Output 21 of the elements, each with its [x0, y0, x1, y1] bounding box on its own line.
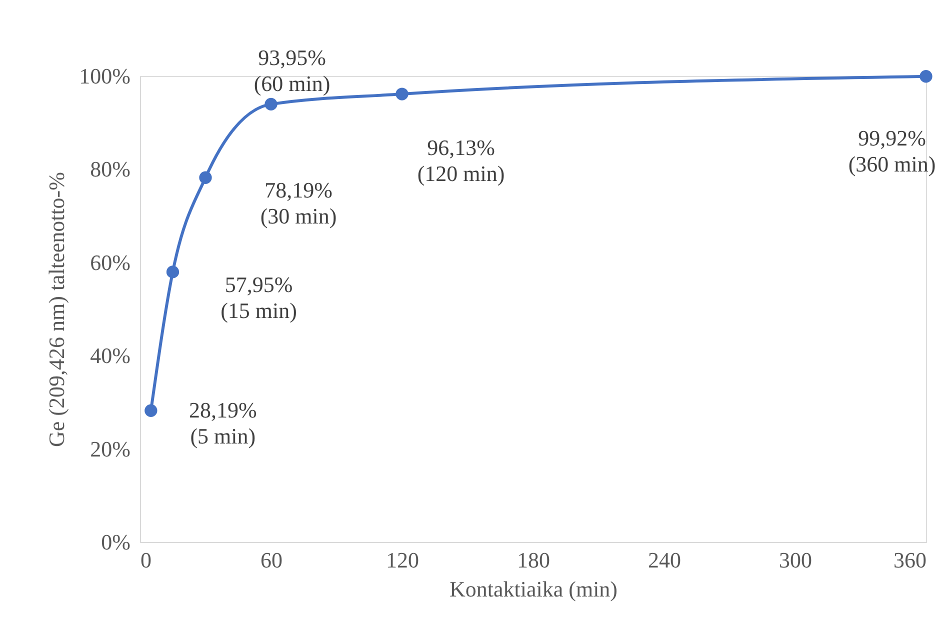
annotation: 78,19% (30 min)	[260, 178, 337, 229]
y-tick-label: 60%	[90, 250, 130, 275]
x-axis-title: Kontaktiaika (min)	[449, 576, 618, 602]
annotation: 28,19% (5 min)	[189, 398, 257, 449]
annotation: 93,95% (60 min)	[254, 45, 330, 96]
y-tick-label: 40%	[90, 343, 130, 368]
y-tick-label: 20%	[90, 436, 130, 462]
annotation: 99,92% (360 min)	[848, 125, 936, 176]
y-tick-label: 80%	[90, 156, 130, 182]
x-tick-label: 300	[779, 548, 812, 572]
y-axis-title: Ge (209,426 nm) talteenotto-%	[44, 172, 70, 447]
x-tick-label: 360	[894, 548, 926, 572]
annotation: 96,13% (120 min)	[417, 135, 505, 186]
x-tick-label: 180	[517, 548, 550, 572]
annotation: 57,95% (15 min)	[220, 272, 297, 323]
x-tick-label: 240	[648, 548, 681, 572]
x-tick-label: 0	[140, 548, 152, 572]
y-tick-label: 100%	[79, 64, 130, 88]
x-tick-label: 120	[386, 548, 419, 572]
y-tick-label: 0%	[101, 530, 130, 554]
x-tick-label: 60	[260, 548, 282, 572]
